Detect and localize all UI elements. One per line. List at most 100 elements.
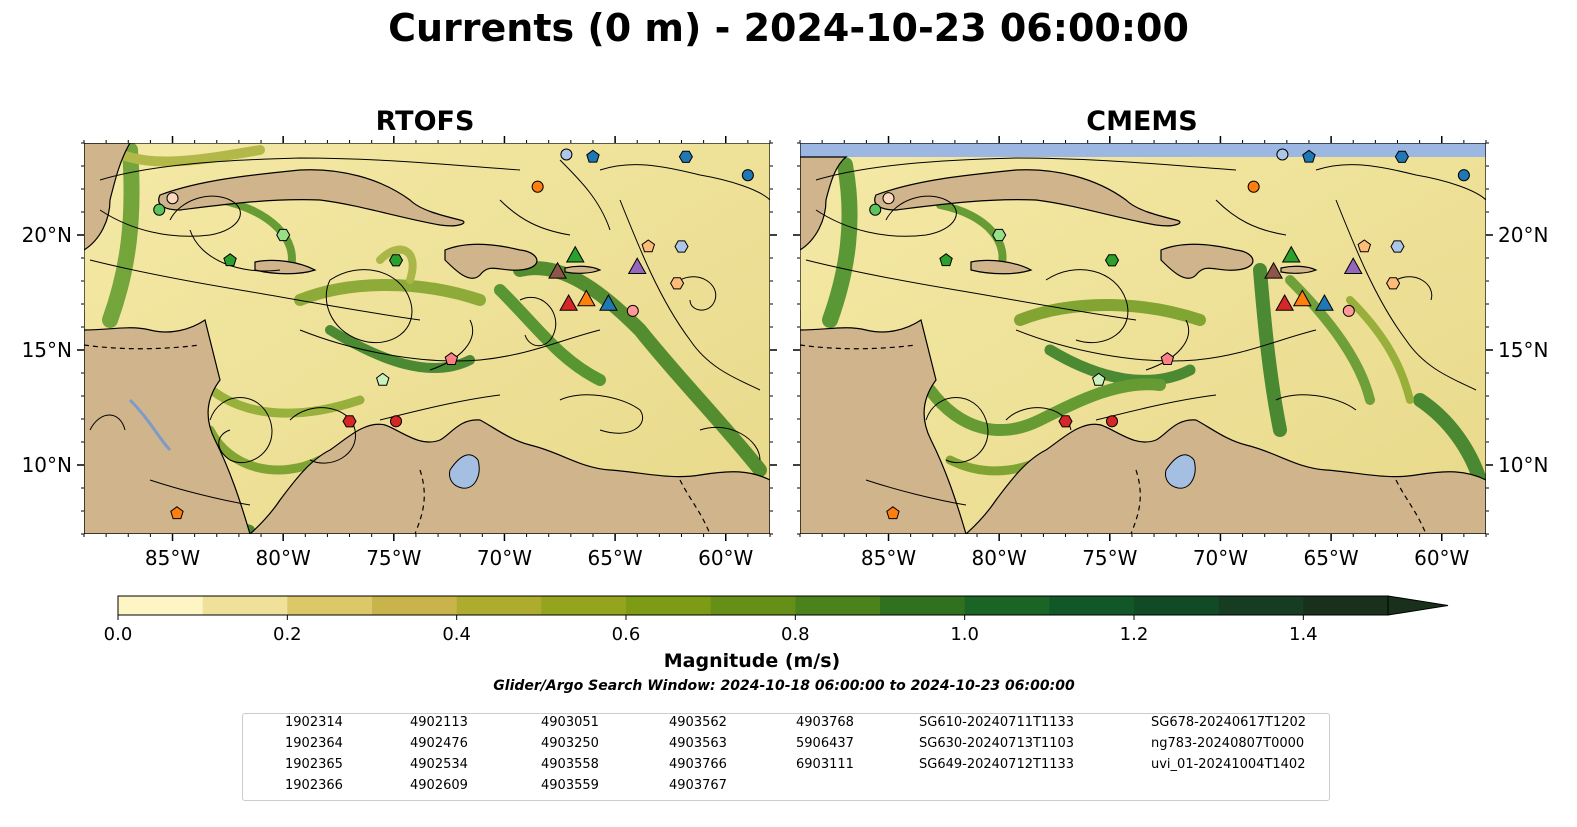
colorbar-bin [372,596,458,615]
platform-marker-cmems-4902113 [1390,240,1405,253]
colorbar-tick-label: 0.4 [442,624,471,645]
platform-marker-cmems-4903559 [939,253,953,267]
colorbar-extend-arrow [1387,595,1449,616]
platform-marker-cmems-ng783-20240807T0000 [1343,257,1363,274]
colorbar-tick-label: 0.0 [104,624,133,645]
land-yucatan [84,143,131,251]
platform-marker-cmems-4903250 [882,192,895,205]
land-puerto-rico [564,265,602,274]
lat-label: 20°N [22,223,72,247]
legend-label: SG630-20240713T1103 [919,736,1075,751]
lat-label: 10°N [1498,453,1548,477]
platform-marker-rtofs-5906437 [444,352,459,365]
platform-marker-rtofs-SG630-20240713T1103 [576,289,596,307]
platform-marker-cmems-1902366 [1276,148,1289,161]
lon-label: 65°W [1303,546,1358,570]
colorbar-bin [541,596,627,615]
legend-label: 5906437 [796,736,854,751]
legend-label: 4902609 [410,778,468,793]
colorbar-bin [287,596,373,615]
colorbar-tick-label: 0.8 [781,624,810,645]
panel-title-rtofs: RTOFS [375,106,475,137]
legend-label: 4903051 [541,715,599,730]
lon-label: 85°W [861,546,916,570]
platform-marker-rtofs-4902534 [531,180,544,193]
platform-marker-cmems-SG678-20240617T1202 [1275,293,1295,311]
legend-label: SG649-20240712T1133 [919,757,1075,772]
platform-marker-rtofs-1902314 [741,169,754,182]
legend-label: 4903768 [796,715,854,730]
legend-label: 4903563 [669,736,727,751]
land-south-america [249,419,770,534]
colorbar-bin [1218,596,1304,615]
platform-marker-cmems-uvi_01-20241004T1402 [1264,261,1283,279]
platform-marker-cmems-4903563 [992,228,1007,242]
lake-maracaibo [449,454,480,489]
lat-label: 15°N [1498,338,1548,362]
cmems-map [800,143,1486,534]
platform-marker-cmems-4903767 [1105,415,1119,428]
search-window-note: Glider/Argo Search Window: 2024-10-18 06… [493,678,1075,694]
lon-label: 80°W [256,546,311,570]
platform-marker-cmems-4903558 [1104,254,1120,267]
legend-label: 4902113 [410,715,468,730]
colorbar-tick-label: 0.6 [612,624,641,645]
colorbar-bin [1303,596,1389,615]
platform-marker-rtofs-4903559 [223,253,237,267]
lon-label: 80°W [972,546,1027,570]
legend-label: 1902364 [285,736,343,751]
colorbar-bin [880,596,966,615]
colorbar-tick-label: 1.4 [1289,624,1318,645]
platform-marker-rtofs-4903558 [388,254,404,267]
lon-label: 60°W [1414,546,1469,570]
lat-label: 20°N [1498,223,1548,247]
colorbar-tick-label: 1.0 [950,624,979,645]
cmems-streamlines [805,157,1486,506]
platform-marker-rtofs-uvi_01-20241004T1402 [548,261,567,279]
platform-marker-cmems-4902609 [1386,277,1401,290]
no-data-band [800,143,1486,157]
platform-marker-rtofs-4903051 [641,239,656,253]
platform-marker-rtofs-4903768 [342,415,357,428]
map-axes: 85°W 80°W 75°W 70°W 65°W 60°W 20°N 15°N 10°N 85°W… [22,136,1548,570]
platform-marker-cmems-SG649-20240712T1133 [1281,245,1301,263]
lon-label: 85°W [145,546,200,570]
platform-marker-rtofs-SG610-20240711T1133 [599,293,618,311]
legend-label: 1902366 [285,778,343,793]
platform-marker-cmems-1902364 [1394,150,1409,163]
platform-marker-rtofs-SG649-20240712T1133 [565,245,585,263]
platform-marker-cmems-4903768 [1058,415,1073,428]
lat-label: 10°N [22,453,72,477]
colorbar-bin [710,596,796,615]
platform-marker-rtofs-ng783-20240807T0000 [627,257,647,274]
platform-marker-rtofs-4902609 [670,277,685,290]
colorbar-bin [1049,596,1135,615]
platform-marker-rtofs-4902113 [674,240,689,253]
lon-label: 70°W [1193,546,1248,570]
legend-label: 1902314 [285,715,343,730]
platform-marker-cmems-4903562 [869,203,882,216]
lake-nicaragua [128,398,172,452]
land-cuba [158,169,465,227]
legend-label: uvi_01-20241004T1402 [1151,757,1306,772]
legend-label: 4903766 [669,757,727,772]
platform-marker-rtofs-1902366 [560,148,573,161]
colorbar-bin [1134,596,1220,615]
platform-marker-rtofs-4903767 [389,415,403,428]
panel-title-cmems: CMEMS [1086,106,1198,137]
platform-marker-cmems-SG630-20240713T1103 [1292,289,1312,307]
legend-label: 4903558 [541,757,599,772]
platform-marker-rtofs-4903250 [166,192,179,205]
lat-label: 15°N [22,338,72,362]
colorbar-tick-label: 1.2 [1120,624,1149,645]
platform-marker-rtofs-1902365 [586,149,600,163]
lon-label: 70°W [477,546,532,570]
legend-label: 4903767 [669,778,727,793]
platform-markers [153,148,1470,520]
platform-marker-cmems-5906437 [1160,352,1175,365]
legend-label: 4902476 [410,736,468,751]
platform-marker-cmems-1902365 [1302,149,1316,163]
land-hispaniola [444,243,538,279]
platform-marker-cmems-1902314 [1457,169,1470,182]
legend: 1902314 1902364 1902365 1902366 4902113 49024… [242,713,1330,801]
